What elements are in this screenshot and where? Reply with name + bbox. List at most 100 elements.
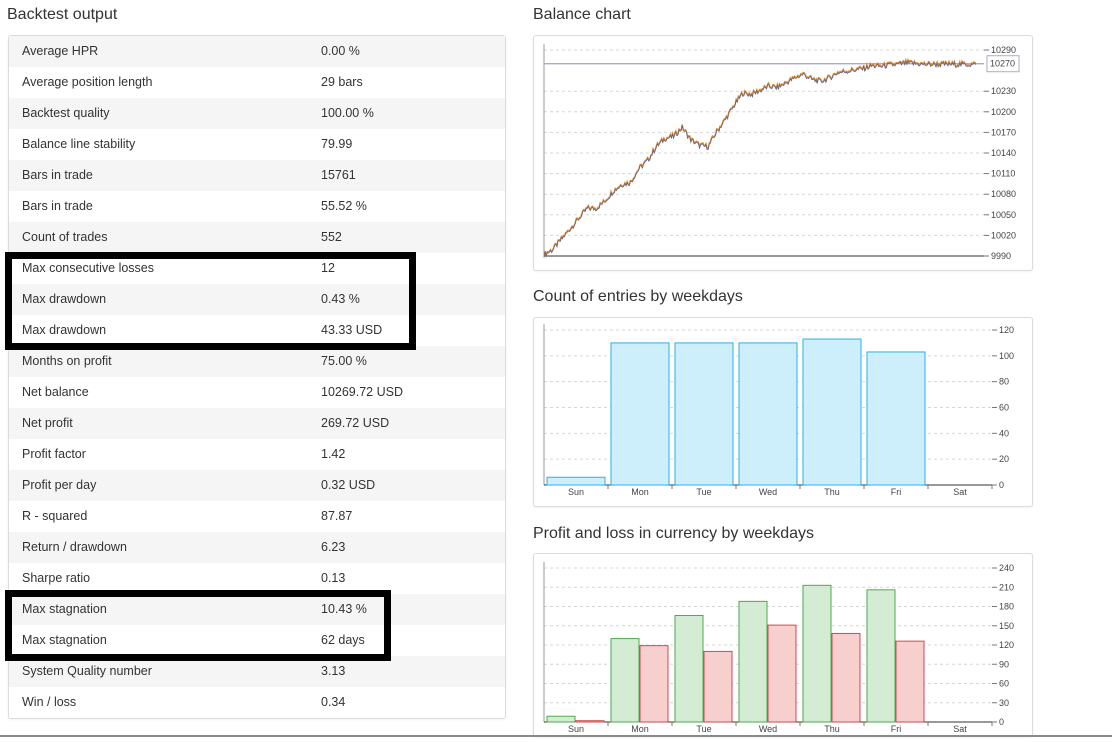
- stat-row: Average HPR 0.00 %: [9, 36, 505, 67]
- pnl-by-weekday-chart: 240 210 180 150 120 90 60 30 0 Sun Mon Tue Wed Thu Fri…: [543, 562, 1014, 734]
- bar-wed: [738, 342, 798, 486]
- balance-current-badge: [986, 55, 1020, 73]
- y-tick-label: 120: [999, 325, 1014, 335]
- stat-label: Bars in trade: [22, 168, 93, 182]
- stat-label: Sharpe ratio: [22, 571, 91, 585]
- balance-chart-panel: 10290 10230 10200 10170 10140 10110 10080 10050…: [533, 35, 1033, 271]
- y-tick-label: 120: [999, 640, 1014, 650]
- pnl-chart-panel: 240 210 180 150 120 90 60 30 0 Sun Mon Tue Wed Thu Fri…: [533, 553, 1033, 737]
- stat-label: Average HPR: [22, 44, 99, 58]
- stat-label: Net profit: [22, 416, 73, 430]
- bottom-divider: [0, 735, 1112, 737]
- y-tick-label: 60: [999, 679, 1009, 689]
- balance-tick-label: 10020: [991, 230, 1016, 240]
- balance-tick-label: 10170: [991, 127, 1016, 137]
- entries-chart-panel: 120 100 80 60 40 20 0 Sun Mon Tue Wed Thu Fri Sat: [533, 317, 1033, 507]
- stat-row: Backtest quality 100.00 %: [9, 98, 505, 129]
- balance-tick-label: 10110: [991, 169, 1015, 179]
- bar-fri-s1: [895, 640, 925, 723]
- bar-wed-s0: [738, 600, 768, 723]
- stat-label: Count of trades: [22, 230, 108, 244]
- stat-label: Bars in trade: [22, 199, 93, 213]
- stat-label: R - squared: [22, 509, 88, 523]
- x-tick-label: Thu: [824, 487, 840, 497]
- x-tick-label: Fri: [891, 724, 902, 734]
- stat-value: 55.52 %: [321, 199, 367, 213]
- stat-row: Sharpe ratio 0.13: [9, 563, 505, 594]
- stat-label: Backtest quality: [22, 106, 110, 120]
- y-tick-label: 90: [999, 659, 1009, 669]
- entries-chart-title: Count of entries by weekdays: [533, 288, 743, 305]
- stat-value: 3.13: [321, 664, 346, 678]
- bar-sun-s0: [546, 715, 576, 723]
- stat-value: 0.32 USD: [321, 478, 376, 492]
- stat-row: Max consecutive losses 12: [9, 253, 505, 284]
- y-tick-label: 0: [999, 480, 1004, 490]
- stat-value: 10.43 %: [321, 602, 367, 616]
- bar-thu: [802, 338, 862, 486]
- stat-label: Return / drawdown: [22, 540, 127, 554]
- stat-label: Months on profit: [22, 354, 112, 368]
- stat-value: 0.00 %: [321, 44, 360, 58]
- stat-value: 10269.72 USD: [321, 385, 404, 399]
- stat-row: Win / loss 0.34: [9, 687, 505, 718]
- bar-mon: [610, 342, 670, 486]
- pnl-chart-title: Profit and loss in currency by weekdays: [533, 525, 815, 542]
- stat-label: Profit per day: [22, 478, 97, 492]
- stat-row: Average position length 29 bars: [9, 67, 505, 98]
- bar-tue-s0: [674, 614, 704, 723]
- balance-tick-label: 9990: [991, 251, 1011, 261]
- stat-value: 75.00 %: [321, 354, 367, 368]
- x-tick-label: Thu: [824, 724, 840, 734]
- stat-row: Max stagnation 62 days: [9, 625, 505, 656]
- bar-thu-s1: [831, 632, 861, 723]
- entries-by-weekday-chart: 120 100 80 60 40 20 0 Sun Mon Tue Wed Thu Fri Sat: [543, 324, 1014, 497]
- stat-row: Net profit 269.72 USD: [9, 408, 505, 439]
- x-tick-label: Mon: [631, 724, 649, 734]
- balance-tick-label: 10050: [991, 210, 1016, 220]
- stat-label: Net balance: [22, 385, 89, 399]
- balance-current-label: 10270: [990, 59, 1015, 69]
- y-tick-label: 40: [999, 428, 1009, 438]
- stat-row: Net balance 10269.72 USD: [9, 377, 505, 408]
- stat-row: Profit factor 1.42: [9, 439, 505, 470]
- stat-value: 29 bars: [321, 75, 363, 89]
- x-tick-label: Fri: [891, 487, 902, 497]
- stat-value: 87.87: [321, 509, 353, 523]
- stat-row: Profit per day 0.32 USD: [9, 470, 505, 501]
- x-tick-label: Wed: [759, 724, 777, 734]
- stat-label: Max stagnation: [22, 633, 107, 647]
- y-tick-label: 240: [999, 563, 1014, 573]
- stat-label: Win / loss: [22, 695, 77, 709]
- stat-value: 0.43 %: [321, 292, 360, 306]
- stat-row: Count of trades 552: [9, 222, 505, 253]
- y-tick-label: 30: [999, 698, 1009, 708]
- stat-value: 79.99: [321, 137, 353, 151]
- stat-value: 6.23: [321, 540, 346, 554]
- stat-value: 0.34: [321, 695, 346, 709]
- backtest-stats-table: Average HPR 0.00 % Average position length…: [8, 35, 506, 719]
- stat-label: Average position length: [22, 75, 153, 89]
- stat-row: System Quality number 3.13: [9, 656, 505, 687]
- stat-value: 43.33 USD: [321, 323, 383, 337]
- stat-value: 1.42: [321, 447, 346, 461]
- stat-label: Max consecutive losses: [22, 261, 155, 275]
- stat-label: System Quality number: [22, 664, 152, 678]
- stat-row: Return / drawdown 6.23: [9, 532, 505, 563]
- stat-value: 15761: [321, 168, 356, 182]
- stat-value: 62 days: [321, 633, 365, 647]
- x-tick-label: Sun: [568, 724, 584, 734]
- y-tick-label: 20: [999, 454, 1009, 464]
- y-tick-label: 0: [999, 717, 1004, 727]
- bar-mon-s0: [610, 638, 640, 723]
- stat-label: Max drawdown: [22, 323, 107, 337]
- bar-sun: [546, 476, 606, 486]
- bar-fri: [866, 351, 926, 486]
- y-tick-label: 60: [999, 403, 1009, 413]
- stat-label: Profit factor: [22, 447, 86, 461]
- bar-thu-s0: [802, 584, 832, 723]
- stat-row: Bars in trade 15761: [9, 160, 505, 191]
- bar-fri-s0: [866, 589, 896, 723]
- stat-value: 552: [321, 230, 342, 244]
- stat-label: Max drawdown: [22, 292, 107, 306]
